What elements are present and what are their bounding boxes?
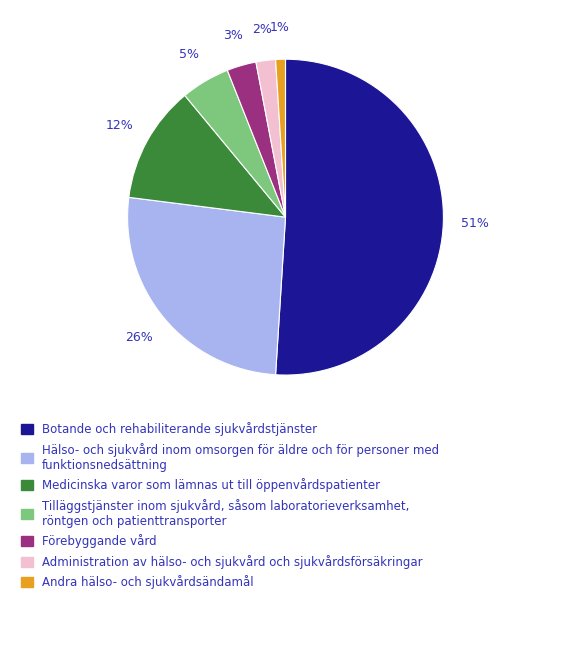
Legend: Botande och rehabiliterande sjukvårdstjänster, Hälso- och sjukvård inom omsorgen: Botande och rehabiliterande sjukvårdstjä… [17,419,443,593]
Wedge shape [256,59,286,217]
Wedge shape [227,62,286,217]
Wedge shape [276,59,444,375]
Text: 1%: 1% [270,21,289,34]
Text: 26%: 26% [126,332,154,344]
Wedge shape [276,59,286,217]
Wedge shape [185,70,286,217]
Wedge shape [127,197,286,375]
Wedge shape [129,95,286,217]
Text: 3%: 3% [223,29,243,41]
Text: 5%: 5% [179,47,199,61]
Text: 51%: 51% [461,216,489,230]
Text: 2%: 2% [252,22,272,36]
Text: 12%: 12% [106,119,133,132]
